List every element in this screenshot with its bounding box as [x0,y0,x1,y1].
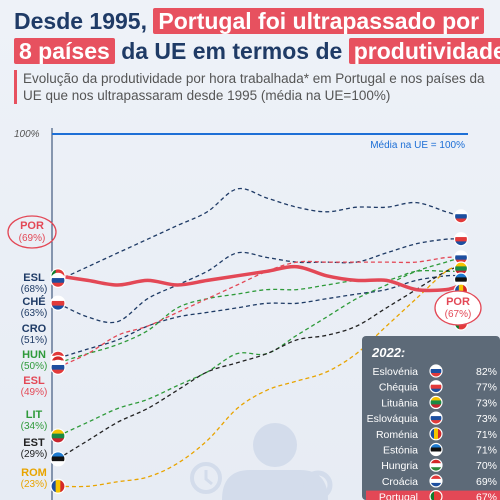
series-line-esl [57,187,462,281]
end-label-pct: (67%) [445,309,472,320]
legend-value: 73% [476,397,497,409]
end-flag-icon [453,232,469,247]
legend-country: Chéquia [379,382,418,394]
start-flag-icon [50,359,66,375]
headline-highlight: produtividade [348,38,500,64]
series-line-esl [57,256,462,368]
series-line-est [57,266,462,460]
legend-flag-icon [429,364,443,378]
legend-value: 70% [476,460,497,472]
start-label-pct: (23%) [21,479,48,490]
start-flags [50,268,66,494]
start-label-pct: (68%) [21,284,48,295]
start-label-pct: (63%) [21,308,48,319]
headline-highlight: 8 países [14,38,115,64]
start-label-pct: (34%) [21,421,48,432]
legend-flag-icon [429,442,443,457]
legend-value: 71% [476,429,497,441]
legend-flag-icon [429,458,443,472]
headline-highlight: Portugal foi ultrapassado por [153,8,485,34]
series-line-cro [57,274,462,359]
start-label-code: HUN [22,349,46,361]
start-label-pct: (49%) [21,387,48,398]
legend-value: 67% [476,492,497,500]
legend-flag-icon [429,474,443,488]
start-labels: POR (69%) ESL (68%) CHÉ (63%) CRO (51%) … [7,215,57,490]
start-label-code: ESL [23,272,45,284]
start-label-code: CHÉ [22,295,45,308]
eu-average-label: Média na UE = 100% [370,140,465,151]
start-flag-icon [50,272,66,288]
headline-line-2: 8 países da UE em termos de produtividad… [14,38,500,65]
start-label-code: EST [23,437,45,449]
legend-flag-icon [429,395,443,409]
start-label-pct: (50%) [21,361,48,372]
legend-country: Lituânia [381,397,418,409]
headline-part: da UE em termos de [121,38,343,64]
por-end-circle [434,290,482,326]
start-label-pct: (51%) [21,335,48,346]
legend-value: 82% [476,366,497,378]
series-line-lit [57,256,462,437]
end-label: POR (67%) [434,290,482,326]
legend-value: 71% [476,445,497,457]
start-flag-icon [50,428,66,444]
headline-line-1: Desde 1995, Portugal foi ultrapassado po… [14,8,485,35]
legend-country: Roménia [376,429,418,441]
legend-country: Portugal [379,492,418,500]
por-start-circle [7,215,57,249]
legend-country: Croácia [382,476,418,488]
legend-flag-icon [429,490,443,500]
start-label-code: CRO [22,323,47,335]
legend-flag-icon [429,411,443,425]
legend-country: Hungria [381,460,418,472]
legend-value: 73% [476,413,497,425]
start-flag-icon [50,451,66,467]
start-flag-icon [50,295,66,311]
legend-value: 69% [476,476,497,488]
start-label-pct: (29%) [21,449,48,460]
legend-title: 2022: [371,345,405,360]
start-label-code: POR [20,220,44,232]
series-line-hun [57,269,461,364]
legend-rows: Eslovénia 82% Chéquia 77% Lituânia 73% Eslováq… [366,364,500,500]
start-label-code: ROM [21,467,47,479]
legend-value: 77% [476,382,497,394]
headline-part: Desde 1995, [14,8,147,34]
series-line-por [57,264,462,293]
end-label-code: POR [446,296,470,308]
series-layer [57,187,462,488]
subtitle: Evolução da produtividade por hora traba… [14,70,500,104]
decorative-person-icon [190,423,333,500]
legend-country: Eslováquia [367,413,419,425]
end-flag-icon [453,209,469,224]
legend-panel: 2022: Eslovénia 82%Chéquia 77%Lituânia 73%E… [362,336,500,500]
start-label-code: ESL [23,375,45,387]
start-flag-icon [50,478,66,494]
legend-country: Estónia [383,445,418,457]
legend-flag-icon [429,427,443,441]
start-label-code: LIT [26,409,43,421]
series-line-ché [57,238,462,324]
start-label-pct: (69%) [19,233,46,244]
legend-flag-icon [429,380,443,394]
y-axis-100-label: 100% [14,129,40,140]
series-line-rom [57,266,462,488]
legend-country: Eslovénia [372,366,418,378]
